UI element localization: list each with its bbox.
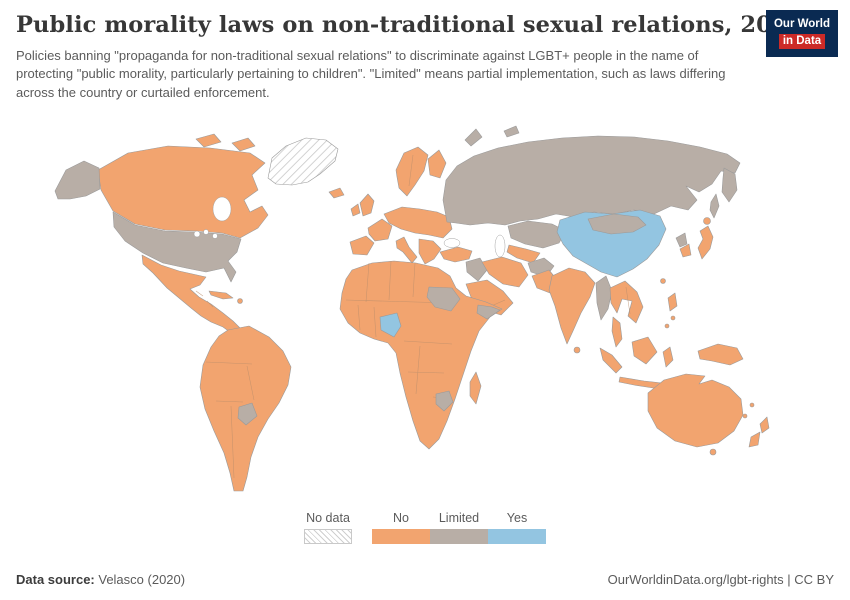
legend-swatch-no-data[interactable] [304,529,352,544]
country-borders-africa [345,260,453,400]
country-turkey[interactable] [439,246,473,263]
country-alaska-usa[interactable] [54,160,101,200]
country-balkans-greece[interactable] [418,238,442,265]
country-new-zealand-north[interactable] [759,416,770,434]
country-sakhalin[interactable] [709,193,720,219]
logo-text-line1: Our World [773,18,830,30]
country-kamchatka[interactable] [721,167,738,203]
chart-header: Public morality laws on non-traditional … [16,10,838,102]
country-somalia[interactable] [476,304,501,320]
owid-logo[interactable]: Our World in Data [766,10,838,58]
great-lakes [193,230,201,238]
country-japan[interactable] [697,225,714,260]
page-title: Public morality laws on non-traditional … [16,12,804,38]
legend-item-no[interactable]: No [372,511,430,544]
great-lakes-3 [212,233,218,239]
country-new-guinea[interactable] [697,343,744,366]
country-borders-south-america [205,361,255,479]
country-africa[interactable] [339,260,503,450]
great-lakes-2 [203,229,209,235]
country-new-zealand-south[interactable] [748,431,761,448]
country-australia[interactable] [647,373,744,448]
country-malay-peninsula[interactable] [611,316,623,348]
country-central-europe[interactable] [383,206,453,239]
country-ireland[interactable] [350,203,361,217]
country-borders-central-america [195,290,214,308]
legend-swatch-yes[interactable] [488,529,546,544]
hudson-bay [212,196,232,222]
country-hispaniola[interactable] [237,298,243,304]
country-russia[interactable] [442,135,741,226]
country-finland[interactable] [427,149,447,179]
legend-item-yes[interactable]: Yes [488,511,546,544]
country-mexico-central-america[interactable] [141,254,242,336]
country-kazakhstan[interactable] [507,220,567,249]
country-iberia[interactable] [349,235,375,256]
legend-label-limited: Limited [438,511,480,525]
country-iran[interactable] [481,256,529,288]
country-iraq[interactable] [465,257,488,282]
country-italy[interactable] [395,236,418,264]
country-tasmania[interactable] [709,448,717,456]
country-zimbabwe[interactable] [435,390,454,412]
legend-label-no: No [393,511,409,525]
legend-swatch-no[interactable] [372,529,430,544]
country-novaya-zemlya[interactable] [464,128,483,147]
country-philippines[interactable] [667,292,678,312]
country-canada-arctic-island-2[interactable] [231,137,256,152]
country-arctic-island[interactable] [503,125,520,138]
country-sumatra[interactable] [599,347,623,374]
legend-item-no-data[interactable]: No data [304,511,352,544]
country-south-korea[interactable] [679,243,692,258]
country-japan-hokkaido[interactable] [703,217,711,225]
country-sudan[interactable] [426,286,461,312]
data-source-value: Velasco (2020) [94,572,186,587]
chart-subtitle: Policies banning "propaganda for non-tra… [16,48,726,100]
country-scandinavia[interactable] [395,146,429,197]
country-united-states[interactable] [112,211,242,283]
legend-item-limited[interactable]: Limited [430,511,488,544]
data-source: Data source: Velasco (2020) [16,572,185,587]
country-borders-indochina [625,286,631,315]
caspian-sea [494,234,506,258]
country-myanmar[interactable] [595,275,613,321]
country-pacific-island-2[interactable] [742,413,748,419]
country-united-kingdom[interactable] [359,193,375,217]
map-legend: No data No Limited Yes [0,511,850,544]
country-india[interactable] [548,267,596,345]
country-borders-scandinavia [408,154,414,187]
country-nigeria[interactable] [379,312,402,338]
country-sri-lanka[interactable] [573,346,581,354]
legend-label-yes: Yes [506,511,528,525]
country-philippines-2[interactable] [670,315,676,321]
logo-text-line2: in Data [778,33,826,50]
chart-footer: Data source: Velasco (2020) OurWorldinDa… [16,572,834,587]
country-pacific-island[interactable] [749,402,755,408]
country-paraguay[interactable] [237,402,258,426]
country-borneo[interactable] [631,336,658,365]
country-cuba[interactable] [208,290,234,300]
country-sulawesi[interactable] [662,346,674,368]
data-source-label: Data source: [16,572,95,587]
country-canada-arctic-island[interactable] [195,133,222,148]
legend-swatch-limited[interactable] [430,529,488,544]
country-taiwan[interactable] [660,278,666,284]
country-france[interactable] [367,218,393,242]
legend-label-no-data: No data [306,511,350,525]
black-sea [443,238,461,248]
country-indochina[interactable] [609,280,644,324]
country-mongolia[interactable] [587,213,647,235]
country-greenland[interactable] [267,137,339,186]
country-north-korea[interactable] [675,232,688,248]
country-madagascar[interactable] [469,371,482,405]
country-philippines-3[interactable] [664,323,670,329]
country-iceland[interactable] [328,187,345,199]
footer-credit[interactable]: OurWorldinData.org/lgbt-rights | CC BY [607,572,834,587]
